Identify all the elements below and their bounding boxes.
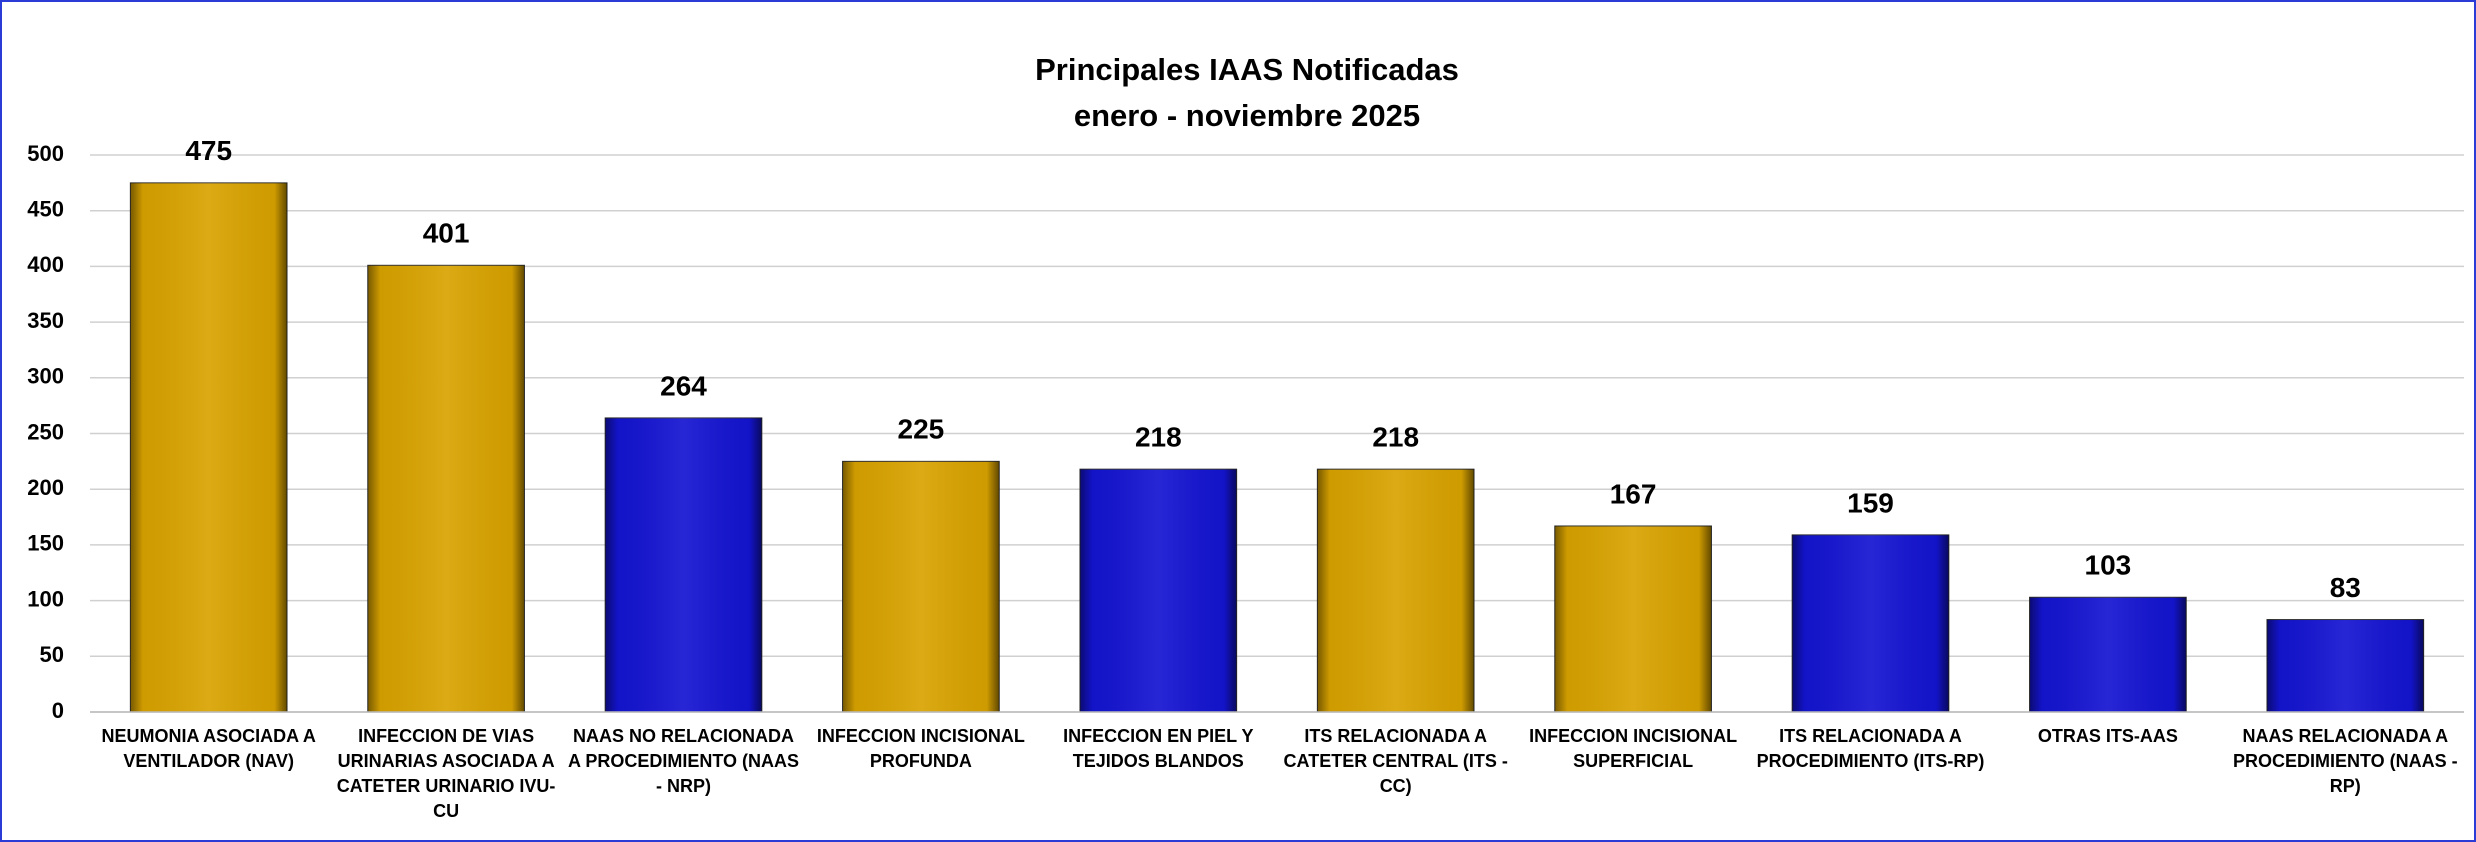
bar-shade bbox=[1317, 469, 1475, 712]
value-label: 159 bbox=[1847, 487, 1894, 518]
x-tick-label: INFECCION INCISIONAL SUPERFICIAL bbox=[1529, 726, 1738, 771]
chart-title: Principales IAAS Notificadas bbox=[1035, 52, 1459, 87]
bar-shade bbox=[130, 182, 288, 713]
bar-shade bbox=[1792, 534, 1949, 712]
value-label: 103 bbox=[2085, 550, 2132, 581]
y-tick-label: 200 bbox=[27, 475, 64, 500]
value-label: 218 bbox=[1372, 422, 1419, 453]
y-tick-label: 0 bbox=[52, 698, 64, 723]
bar-shade bbox=[2029, 597, 2187, 712]
x-tick-label: NAAS NO RELACIONADA A PROCEDIMIENTO (NAA… bbox=[567, 726, 799, 796]
y-tick-label: 450 bbox=[27, 197, 64, 222]
chart-subtitle: enero - noviembre 2025 bbox=[1074, 98, 1420, 133]
y-tick-label: 100 bbox=[27, 586, 64, 611]
bar-shade bbox=[1554, 525, 1712, 712]
bar-shade bbox=[842, 461, 1000, 712]
y-tick-label: 350 bbox=[27, 308, 64, 333]
y-tick-label: 300 bbox=[27, 364, 64, 389]
value-label: 475 bbox=[185, 135, 232, 166]
x-tick-label: INFECCION EN PIEL Y TEJIDOS BLANDOS bbox=[1063, 726, 1254, 771]
x-tick-label: ITS RELACIONADA A CATETER CENTRAL (ITS -… bbox=[1283, 726, 1508, 796]
x-tick-label: NEUMONIA ASOCIADA A VENTILADOR (NAV) bbox=[101, 726, 316, 771]
value-label: 167 bbox=[1610, 478, 1657, 509]
bar-shade bbox=[367, 265, 525, 712]
x-tick-label: INFECCION DE VIAS URINARIAS ASOCIADA A C… bbox=[336, 726, 556, 821]
y-tick-label: 500 bbox=[27, 141, 64, 166]
y-tick-label: 400 bbox=[27, 252, 64, 277]
value-label: 218 bbox=[1135, 422, 1182, 453]
value-label: 401 bbox=[423, 218, 470, 249]
bar-shade bbox=[605, 417, 762, 712]
bar-shade bbox=[1079, 469, 1237, 712]
y-tick-label: 50 bbox=[40, 642, 64, 667]
y-tick-label: 250 bbox=[27, 419, 64, 444]
y-tick-label: 150 bbox=[27, 531, 64, 556]
value-label: 264 bbox=[660, 370, 707, 401]
x-tick-label: INFECCION INCISIONAL PROFUNDA bbox=[816, 726, 1025, 771]
bar-shade bbox=[2266, 619, 2424, 712]
value-label: 225 bbox=[898, 414, 945, 445]
x-tick-label: ITS RELACIONADA A PROCEDIMIENTO (ITS-RP) bbox=[1756, 726, 1985, 771]
x-tick-label: OTRAS ITS-AAS bbox=[2037, 726, 2178, 746]
value-label: 83 bbox=[2330, 572, 2361, 603]
x-tick-label: NAAS RELACIONADA A PROCEDIMIENTO (NAAS -… bbox=[2232, 726, 2458, 796]
